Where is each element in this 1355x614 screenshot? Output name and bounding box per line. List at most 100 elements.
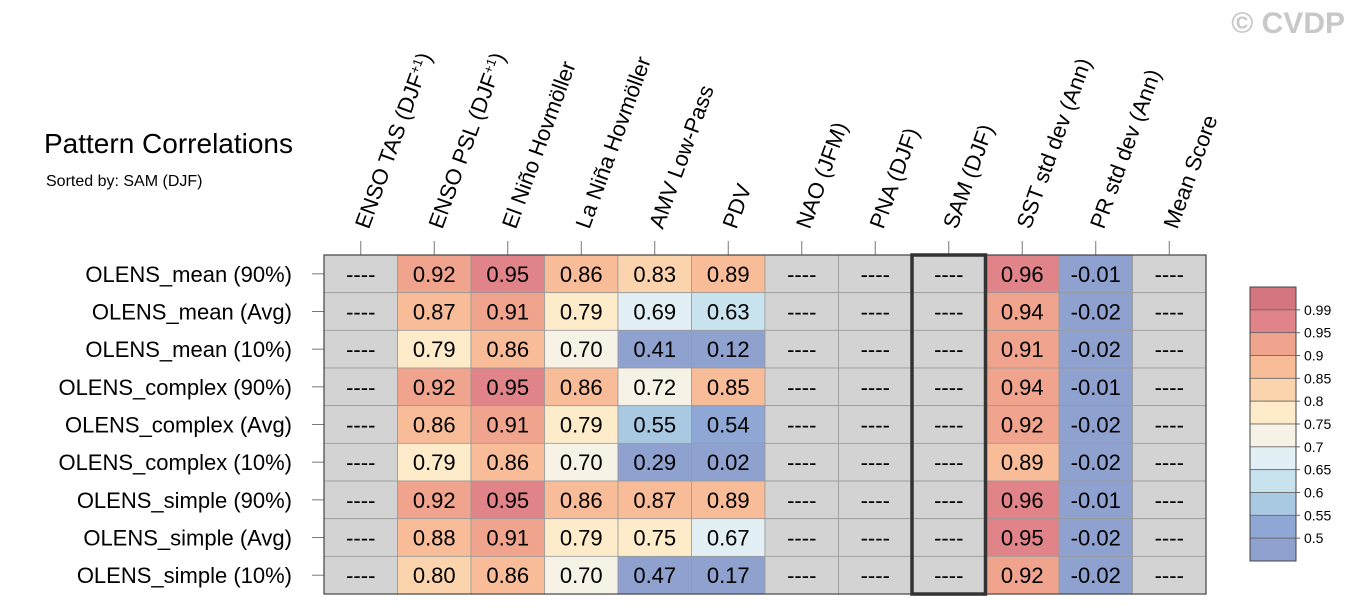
heatmap-cell xyxy=(470,405,545,444)
cell-value: ---- xyxy=(934,375,963,400)
heatmap-cell xyxy=(617,518,692,557)
heatmap-cell xyxy=(397,518,472,557)
heatmap-cell xyxy=(323,367,398,407)
heatmap-cell xyxy=(985,292,1060,331)
row-label: OLENS_complex (10%) xyxy=(58,450,292,475)
cell-value: 0.79 xyxy=(413,450,456,475)
cell-value: ---- xyxy=(787,413,816,438)
heatmap-cell xyxy=(1132,480,1207,520)
chart-title: Pattern Correlations xyxy=(44,128,293,159)
cell-value: ---- xyxy=(787,300,816,325)
cell-value: 0.86 xyxy=(560,375,603,400)
column-label-enso-psl-djf-1: ENSO PSL (DJF+1) xyxy=(423,49,510,232)
heatmap-cell xyxy=(323,555,398,595)
colorbar-swatch xyxy=(1249,423,1297,448)
heatmap-cell xyxy=(1132,367,1207,407)
heatmap-cell xyxy=(691,518,766,557)
cell-value: ---- xyxy=(346,337,375,362)
cell-value: 0.96 xyxy=(1001,488,1044,513)
cell-value: 0.92 xyxy=(413,262,456,287)
heatmap-cell xyxy=(838,442,913,482)
colorbar-label: 0.75 xyxy=(1304,416,1331,432)
cell-value: ---- xyxy=(787,262,816,287)
cell-value: -0.01 xyxy=(1071,375,1121,400)
cell-value: 0.86 xyxy=(560,262,603,287)
cell-value: ---- xyxy=(1155,413,1184,438)
heatmap-cell xyxy=(544,555,619,595)
cell-value: ---- xyxy=(934,488,963,513)
cell-value: ---- xyxy=(787,563,816,588)
colorbar-label: 0.99 xyxy=(1304,302,1331,318)
column-label-sam-djf: SAM (DJF) xyxy=(938,121,999,232)
cell-value: 0.79 xyxy=(413,337,456,362)
cell-value: ---- xyxy=(346,488,375,513)
colorbar-swatch xyxy=(1249,537,1297,562)
cell-value: ---- xyxy=(346,563,375,588)
cell-value: 0.79 xyxy=(560,300,603,325)
watermark: © CVDP xyxy=(1231,7,1345,40)
heatmap-cell xyxy=(764,480,839,520)
heatmap-cell xyxy=(1058,442,1133,482)
colorbar-swatch xyxy=(1249,377,1297,402)
colorbar-swatch xyxy=(1249,355,1297,379)
column-headers: ENSO TAS (DJF+1)ENSO PSL (DJF+1)El Niño … xyxy=(350,49,1223,255)
cell-value: 0.87 xyxy=(633,488,676,513)
cell-value: 0.94 xyxy=(1001,375,1044,400)
heatmap-cell xyxy=(617,480,692,520)
cell-value: 0.95 xyxy=(486,375,529,400)
cell-value: 0.89 xyxy=(707,262,750,287)
column-label-amv-low-pass: AMV Low-Pass xyxy=(644,82,719,232)
cell-value: 0.85 xyxy=(707,375,750,400)
heatmap-cell xyxy=(838,329,913,369)
heatmap-cell xyxy=(544,480,619,520)
cell-value: 0.12 xyxy=(707,337,750,362)
cell-value: 0.17 xyxy=(707,563,750,588)
heatmap-cell xyxy=(1058,405,1133,444)
cell-value: ---- xyxy=(1155,488,1184,513)
cell-value: 0.89 xyxy=(1001,450,1044,475)
cell-value: 0.29 xyxy=(633,450,676,475)
cell-value: 0.86 xyxy=(486,563,529,588)
colorbar-label: 0.95 xyxy=(1304,325,1331,341)
cell-value: ---- xyxy=(861,488,890,513)
heatmap-cell xyxy=(1058,480,1133,520)
heatmap-cell xyxy=(617,367,692,407)
heatmap-cell xyxy=(838,254,913,294)
heatmap-cell xyxy=(911,254,986,294)
heatmap-cell xyxy=(985,367,1060,407)
colorbar-label: 0.85 xyxy=(1304,370,1331,386)
cell-value: ---- xyxy=(934,450,963,475)
heatmap-cell xyxy=(470,292,545,331)
cell-value: 0.55 xyxy=(633,413,676,438)
cell-value: -0.02 xyxy=(1071,450,1121,475)
heatmap-cell xyxy=(323,480,398,520)
heatmap-cell xyxy=(617,442,692,482)
grid-overlay xyxy=(323,253,1207,596)
cell-value: ---- xyxy=(346,526,375,551)
cell-value: ---- xyxy=(787,488,816,513)
heatmap-cell xyxy=(1132,292,1207,331)
heatmap-cell xyxy=(323,292,398,331)
row-label: OLENS_mean (Avg) xyxy=(92,300,292,325)
cell-value: ---- xyxy=(934,413,963,438)
heatmap-cell xyxy=(691,480,766,520)
cell-value: 0.91 xyxy=(486,300,529,325)
heatmap-cell xyxy=(323,442,398,482)
colorbar-label: 0.7 xyxy=(1304,439,1324,455)
heatmap-cell xyxy=(544,367,619,407)
heatmap-cell xyxy=(1058,329,1133,369)
cell-value: ---- xyxy=(787,337,816,362)
cell-value: 0.95 xyxy=(486,262,529,287)
cell-value: 0.47 xyxy=(633,563,676,588)
row-label: OLENS_mean (10%) xyxy=(85,337,292,362)
column-label-enso-tas-djf-1: ENSO TAS (DJF+1) xyxy=(350,49,437,232)
cell-value: ---- xyxy=(934,262,963,287)
heatmap-cell xyxy=(470,442,545,482)
row-label: OLENS_complex (Avg) xyxy=(65,413,292,438)
colorbar-swatch xyxy=(1249,492,1297,516)
cell-value: 0.75 xyxy=(633,526,676,551)
cell-value: ---- xyxy=(934,337,963,362)
cell-value: ---- xyxy=(861,375,890,400)
cell-value: ---- xyxy=(1155,262,1184,287)
